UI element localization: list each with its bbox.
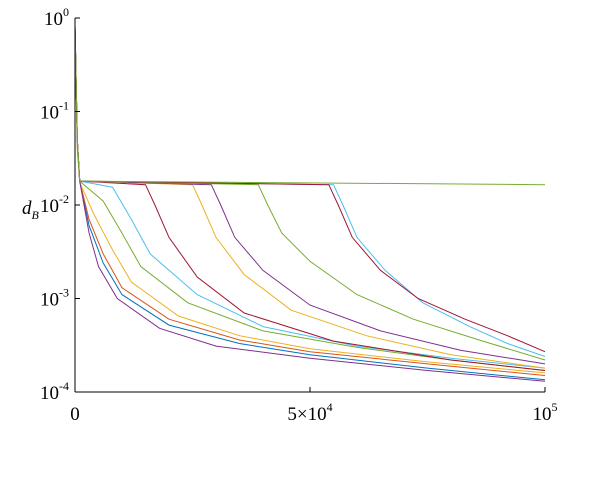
tick-exponent: 0 bbox=[63, 5, 69, 19]
tick-base: 10 bbox=[533, 404, 552, 425]
y-axis-label: dB bbox=[22, 198, 40, 222]
series-line bbox=[74, 27, 546, 186]
series-line bbox=[74, 27, 546, 369]
tick-label: 100 bbox=[44, 5, 69, 30]
tick-label: 10-4 bbox=[40, 379, 69, 404]
series-line bbox=[74, 27, 546, 371]
tick-base: 5×10 bbox=[287, 404, 326, 425]
tick-exponent: -3 bbox=[59, 286, 69, 300]
tick-base: 10 bbox=[40, 383, 59, 404]
series-line bbox=[74, 27, 546, 357]
tick-exponent: 5 bbox=[552, 400, 558, 414]
tick-exponent: -1 bbox=[59, 99, 69, 113]
y-label-main: d bbox=[22, 198, 32, 219]
series-line bbox=[74, 24, 546, 382]
series-line bbox=[74, 29, 546, 374]
tick-exponent: -2 bbox=[59, 192, 69, 206]
tick-exponent: 4 bbox=[327, 400, 333, 414]
tick-base: 10 bbox=[40, 103, 59, 124]
tick-base: 10 bbox=[40, 290, 59, 311]
tick-label: 0 bbox=[70, 404, 80, 425]
tick-base: 10 bbox=[44, 9, 63, 30]
tick-label: 10-1 bbox=[40, 99, 69, 124]
series-line bbox=[74, 27, 546, 381]
series-line bbox=[74, 27, 546, 365]
tick-exponent: -4 bbox=[59, 379, 69, 393]
tick-label: 5×104 bbox=[287, 400, 332, 425]
y-label-sub: B bbox=[32, 208, 40, 222]
tick-label: 10-3 bbox=[40, 286, 69, 311]
series-line bbox=[74, 32, 546, 376]
tick-label: 10-2 bbox=[40, 192, 69, 217]
tick-label: 105 bbox=[533, 400, 558, 425]
tick-base: 10 bbox=[40, 196, 59, 217]
series-line bbox=[74, 27, 546, 371]
